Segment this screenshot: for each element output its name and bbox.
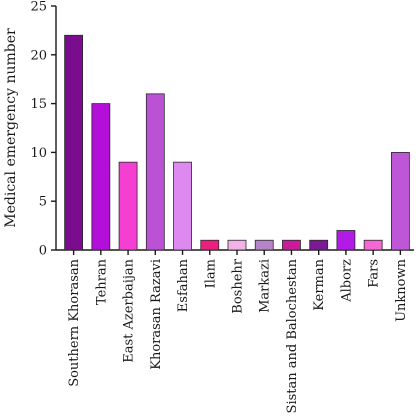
y-tick-label: 5 bbox=[39, 195, 47, 210]
x-tick-label: Ilam bbox=[203, 259, 218, 288]
bar-fars bbox=[363, 239, 383, 251]
y-tick-label: 20 bbox=[30, 48, 47, 63]
y-tick-label: 10 bbox=[30, 146, 47, 161]
bar-khorasan-razavi bbox=[145, 93, 165, 251]
y-tick-label: 15 bbox=[30, 97, 47, 112]
y-tick-label: 25 bbox=[30, 0, 47, 15]
bar-east-azerbaijan bbox=[118, 161, 138, 251]
x-tick-label: Sistan and Balochestan bbox=[285, 258, 300, 413]
bar-tehran bbox=[91, 103, 111, 251]
y-ticks: 0 5 10 15 20 25 bbox=[30, 0, 56, 259]
x-tick-label: Esfahan bbox=[176, 258, 191, 312]
x-tick-label: Southern Khorasan bbox=[67, 258, 82, 386]
bar-ilam bbox=[200, 239, 220, 251]
bar-boshehr bbox=[227, 239, 247, 251]
bar-esfahan bbox=[173, 161, 192, 251]
x-ticks: Southern Khorasan Tehran East Azerbaijan Kh… bbox=[67, 250, 409, 413]
x-tick-label: Unknown bbox=[394, 258, 409, 322]
x-tick-label: Fars bbox=[367, 259, 382, 288]
x-tick-label: Markazi bbox=[258, 259, 273, 313]
bar-southern-khorasan bbox=[64, 34, 84, 251]
x-tick-label: Alborz bbox=[339, 259, 354, 303]
bars bbox=[64, 34, 410, 251]
y-axis-title: Medical emergency number bbox=[3, 28, 19, 228]
bar-markazi bbox=[254, 239, 274, 251]
bar-unknown bbox=[390, 151, 410, 251]
x-tick-label: East Azerbaijan bbox=[122, 258, 137, 362]
x-tick-label: Kerman bbox=[312, 258, 327, 310]
bar-sistan-and-balochestan bbox=[282, 239, 301, 251]
bar-kerman bbox=[309, 239, 329, 251]
y-tick-label: 0 bbox=[39, 244, 47, 259]
x-tick-label: Khorasan Razavi bbox=[149, 259, 164, 370]
x-tick-label: Boshehr bbox=[231, 258, 246, 313]
x-tick-label: Tehran bbox=[94, 258, 109, 305]
bar-alborz bbox=[336, 230, 356, 251]
